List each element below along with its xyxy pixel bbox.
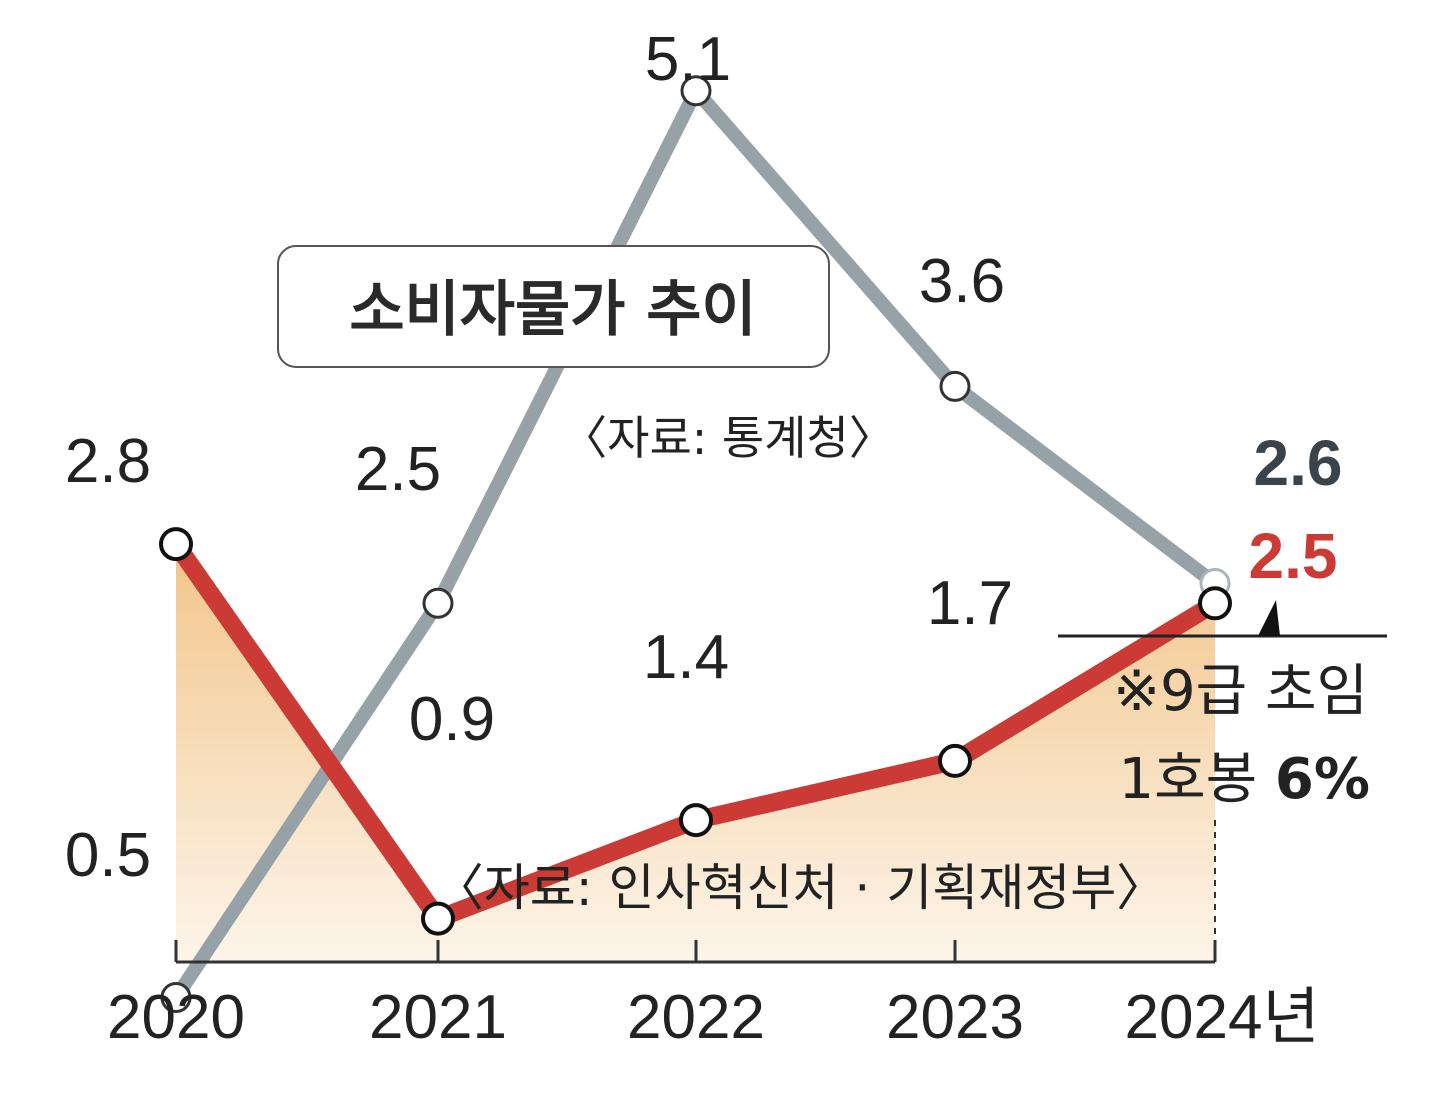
note-line1: ※9급 초임 xyxy=(1113,659,1368,724)
wage-value-label-2020: 2.8 xyxy=(65,427,151,496)
cpi-value-label-2023: 3.6 xyxy=(919,247,1005,316)
note-pointer xyxy=(1258,600,1280,636)
note-line2-prefix: 1호봉 xyxy=(1118,747,1274,812)
wage-point-2022 xyxy=(679,803,713,838)
wage-value-label-2024: 2.5 xyxy=(1249,520,1338,592)
cpi-point-2021 xyxy=(422,587,454,619)
x-tick-label-2024: 2024년 xyxy=(1125,983,1320,1052)
note-callout: ※9급 초임 1호봉 6% xyxy=(1058,600,1387,812)
wage-area-fill xyxy=(176,544,1215,962)
x-tick-label-2022: 2022 xyxy=(627,983,765,1052)
wage-point-2024 xyxy=(1198,586,1232,621)
wage-value-label-2022: 1.4 xyxy=(643,623,729,692)
cpi-point-2022 xyxy=(680,75,712,107)
note-line2: 1호봉 6% xyxy=(1118,747,1370,812)
cpi-value-label-2024: 2.6 xyxy=(1254,427,1343,499)
cpi-value-label-2022: 5.1 xyxy=(645,25,731,94)
x-tick-label-2021: 2021 xyxy=(369,983,507,1052)
chart-title: 소비자물가 추이 xyxy=(349,275,756,345)
wage-point-2021 xyxy=(421,901,455,936)
source-wage: 〈자료: 인사혁신처 · 기획재정부〉 xyxy=(434,859,1166,917)
cpi-value-label-2020: 0.5 xyxy=(65,821,151,890)
cpi-value-label-2021: 2.5 xyxy=(355,435,441,504)
cpi-point-2020 xyxy=(160,982,192,1013)
source-cpi: 〈자료: 통계청〉 xyxy=(561,411,895,465)
title-box: 소비자물가 추이 xyxy=(277,245,830,368)
wage-point-2023 xyxy=(938,743,972,778)
x-tick-label-2023: 2023 xyxy=(886,983,1024,1052)
wage-value-label-2023: 1.7 xyxy=(927,569,1013,638)
note-line2-value: 6% xyxy=(1275,747,1370,812)
wage-value-label-2021: 0.9 xyxy=(409,685,495,754)
wage-point-2020 xyxy=(159,527,193,562)
x-tick-label-2020: 2020 xyxy=(107,983,245,1052)
cpi-point-2023 xyxy=(939,370,971,402)
